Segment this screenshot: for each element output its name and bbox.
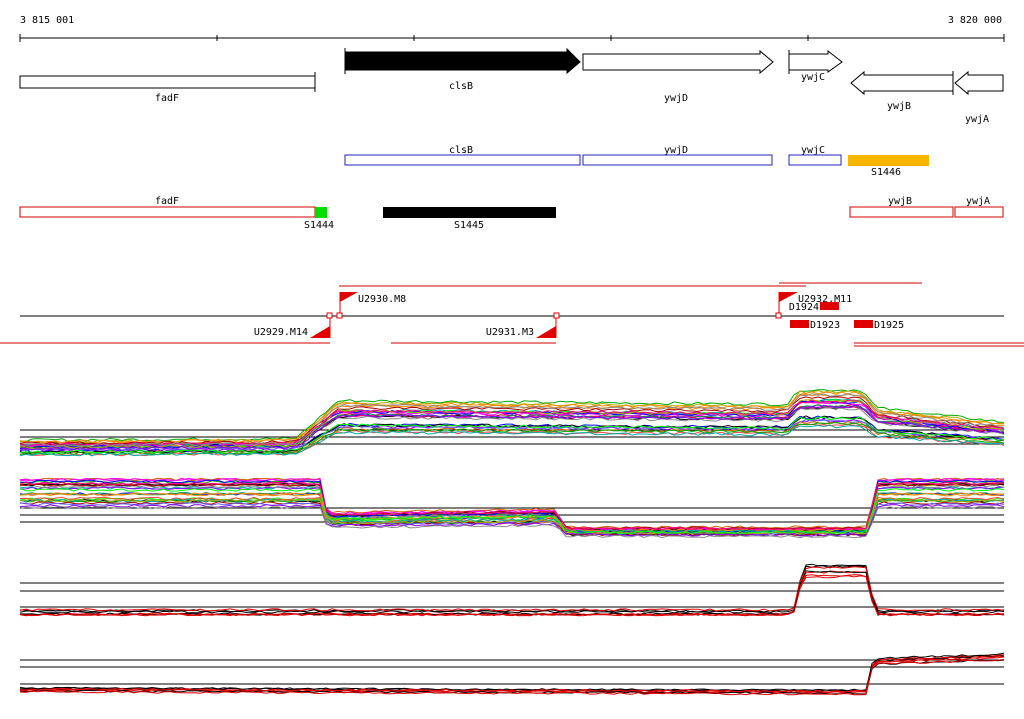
expression-profile-line [19,565,1005,614]
blue-label-clsB: clsB [449,145,473,156]
feature-label-S1444: S1444 [304,220,334,231]
upshift-marker-U2931[interactable] [536,326,556,338]
gene-label-ywjC: ywjC [801,72,825,83]
feature-label-S1445: S1445 [454,220,484,231]
expression-profile-line [19,404,1005,448]
expression-profile-line [19,488,1005,535]
expression-profile-line [19,658,1005,693]
ruler-end-label: 3 820 000 [948,15,1002,26]
gene-label-clsB: clsB [449,81,473,92]
expression-profile-line [19,481,1005,531]
expression-profile-line [19,504,1005,537]
downshift-marker-D1924[interactable] [820,302,839,310]
gene-ywjD[interactable] [582,49,774,75]
expression-profile-line [19,483,1005,530]
feature-S1445[interactable] [383,207,556,218]
downshift-marker-D1923[interactable] [790,320,809,328]
red-segment-track: fadF S1444 S1445 ywjB ywjA [19,196,1004,231]
upshift-label-U2932: U2932.M11 [798,294,852,305]
ruler-start-label: 3 815 001 [20,15,74,26]
expression-profile-line [19,654,1005,692]
expression-profile-line [19,654,1005,694]
blue-label-ywjD: ywjD [664,145,688,156]
expression-panel-1 [19,389,1005,457]
blue-segment-ywjC[interactable] [788,154,842,166]
red-segment-ywjB[interactable] [849,206,954,218]
blue-segment-clsB[interactable] [344,154,581,166]
downshift-label-D1924: D1924 [789,302,819,313]
coordinate-ruler: 3 815 001 3 820 000 [19,15,1005,42]
gene-label-ywjB: ywjB [887,101,911,112]
expression-profile-line [19,416,1005,454]
expression-panel-3 [19,563,1005,617]
blue-label-ywjC: ywjC [801,145,825,156]
expression-profile-line [19,393,1005,447]
expression-profile-line [19,566,1005,612]
expression-profile-line [19,419,1005,452]
downshift-marker-D1925[interactable] [854,320,873,328]
expression-panel-2 [19,477,1005,539]
expression-profile-line [19,498,1005,534]
gene-label-ywjD: ywjD [664,93,688,104]
downshift-label-D1923: D1923 [810,320,840,331]
expression-panel-4 [19,652,1005,696]
feature-label-S1446: S1446 [871,167,901,178]
expression-profile-line [19,396,1005,446]
gene-ywjC[interactable] [788,49,843,73]
red-label-ywjA: ywjA [966,196,990,207]
gene-label-fadF: fadF [155,93,179,104]
blue-segment-ywjD[interactable] [582,154,773,166]
upshift-label-U2931: U2931.M3 [486,327,534,338]
expression-panels [19,389,1005,696]
blue-segment-track: clsB ywjD ywjC S1446 [344,145,929,178]
expression-profile-line [19,655,1005,694]
gene-fadF[interactable] [19,75,316,89]
gene-ywjA[interactable] [954,70,1004,96]
expression-profile-line [19,652,1005,692]
gene-label-ywjA: ywjA [965,114,989,125]
upshift-label-U2930: U2930.M8 [358,294,406,305]
expression-profile-line [19,421,1005,456]
red-label-ywjB: ywjB [888,196,912,207]
red-segment-ywjA[interactable] [954,206,1004,218]
transcription-shift-track: U2929.M14 U2930.M8 U2931.M3 U2932.M11 D1… [0,282,1024,347]
expression-profile-line [19,389,1005,443]
expression-profile-line [19,570,1005,616]
downshift-label-D1925: D1925 [874,320,904,331]
gene-ywjB[interactable] [850,70,954,96]
red-label-fadF: fadF [155,196,179,207]
expression-profile-line [19,505,1004,539]
red-segment-fadF[interactable] [19,206,316,218]
feature-S1446[interactable] [848,155,929,166]
expression-profile-line [19,570,1005,616]
expression-profile-line [19,391,1005,444]
gene-annotation-track: fadF clsB ywjD ywjC ywjB ywjA [19,47,1004,125]
gene-clsB[interactable] [344,47,581,75]
expression-profile-line [19,574,1005,617]
upshift-marker-U2929[interactable] [310,326,330,338]
feature-S1444[interactable] [315,207,327,218]
upshift-marker-U2930[interactable] [340,292,358,302]
expression-profile-line [19,424,1005,457]
upshift-marker-U2932[interactable] [779,292,798,302]
upshift-label-U2929: U2929.M14 [254,327,308,338]
expression-profile-line [19,656,1005,696]
expression-profile-line [19,404,1005,451]
